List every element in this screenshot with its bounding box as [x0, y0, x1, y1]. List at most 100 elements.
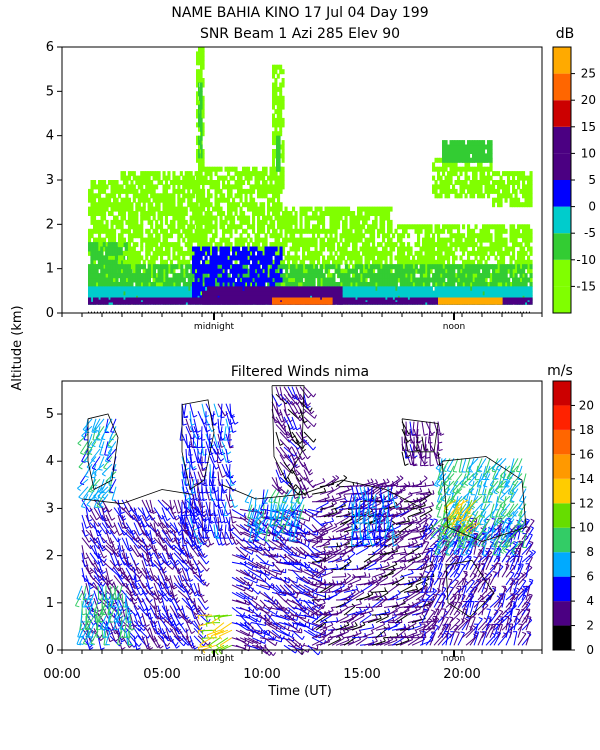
snr-cell — [354, 282, 358, 287]
snr-cell — [517, 228, 521, 234]
snr-cell — [199, 197, 203, 203]
snr-cell — [127, 242, 131, 248]
snr-cell — [234, 193, 238, 199]
snr-cell — [127, 224, 131, 230]
snr-cell — [202, 55, 205, 61]
snr-cell — [467, 188, 471, 194]
snr-cell — [352, 211, 356, 216]
snr-cell — [108, 180, 112, 185]
snr-cell — [110, 277, 113, 283]
snr-cell — [100, 224, 104, 230]
snr-cell — [199, 95, 201, 101]
snr-cell — [276, 117, 280, 123]
snr-cell — [254, 237, 258, 243]
snr-cell — [187, 193, 191, 199]
snr-cell — [88, 242, 91, 248]
snr-cell — [337, 206, 341, 212]
snr-cell — [487, 175, 491, 181]
snr-cell — [145, 282, 149, 287]
snr-cell — [447, 184, 451, 190]
snr-cell — [135, 259, 139, 265]
snr-cell — [439, 255, 443, 261]
snr-cell — [279, 144, 281, 150]
snr-cell — [103, 277, 107, 283]
snr-cell — [504, 188, 508, 194]
snr-cell — [282, 277, 286, 283]
snr-cell — [497, 237, 501, 243]
snr-cell — [152, 273, 156, 279]
snr-cell — [200, 224, 203, 230]
snr-cell — [279, 259, 283, 265]
snr-cell — [364, 242, 368, 248]
snr-cell — [389, 259, 393, 265]
snr-cell — [334, 282, 338, 287]
snr-cell — [527, 246, 531, 252]
snr-cell — [412, 282, 416, 287]
snr-cell — [204, 202, 208, 208]
snr-cell — [507, 246, 511, 252]
snr-cell — [194, 237, 198, 243]
snr-cell — [307, 219, 311, 225]
snr-cell — [155, 233, 159, 239]
snr-cell — [205, 273, 209, 279]
snr-cell — [364, 259, 368, 265]
snr-cell — [125, 202, 129, 208]
snr-cell — [507, 184, 511, 190]
snr-cell — [422, 268, 426, 274]
snr-cell — [427, 255, 431, 261]
snr-cell — [372, 237, 376, 243]
snr-cell — [352, 277, 356, 283]
snr-cell — [287, 273, 291, 279]
snr-cell — [239, 219, 243, 225]
snr-cell — [467, 264, 471, 270]
snr-cell — [289, 219, 293, 225]
snr-cell — [108, 282, 112, 287]
snr-cell — [187, 228, 191, 234]
snr-region — [276, 135, 281, 172]
snr-cell — [284, 211, 288, 216]
snr-cell — [137, 273, 141, 279]
snr-cell — [382, 233, 386, 239]
snr-cell — [457, 157, 461, 163]
snr-cell — [512, 202, 516, 208]
snr-cell — [332, 273, 336, 279]
snr-cell — [232, 166, 236, 172]
snr-cell — [232, 197, 236, 203]
snr-cell — [272, 211, 276, 216]
snr-cell — [198, 171, 201, 177]
snr-cell — [130, 171, 134, 177]
snr-cell — [362, 242, 366, 248]
snr-cell — [457, 233, 461, 239]
snr-cell — [337, 264, 341, 270]
snr-cell — [479, 242, 483, 248]
snr-cell — [113, 202, 117, 208]
snr-cell — [209, 171, 213, 177]
snr-cell — [201, 126, 203, 132]
snr-cell — [292, 259, 296, 265]
snr-cell — [197, 175, 201, 181]
snr-cell — [189, 171, 193, 177]
snr-cell — [127, 202, 131, 208]
snr-cell — [114, 250, 118, 256]
snr-cell — [150, 219, 154, 225]
snr-cell — [434, 180, 438, 185]
snr-cell — [517, 242, 521, 248]
snr-cell — [512, 224, 516, 230]
snr-cell — [234, 206, 238, 212]
snr-cell — [294, 264, 298, 270]
snr-cell — [142, 197, 146, 203]
snr-cell — [197, 193, 201, 199]
snr-cell — [187, 197, 191, 203]
snr-cell — [202, 215, 206, 221]
snr-cell — [300, 268, 304, 274]
snr-cell — [427, 224, 431, 230]
snr-cell — [457, 237, 461, 243]
snr-cell — [377, 255, 381, 261]
snr-cell — [172, 228, 176, 234]
snr-cell — [379, 211, 383, 216]
snr-cell — [160, 242, 164, 248]
snr-cell — [457, 277, 461, 283]
snr-cell — [337, 273, 341, 279]
snr-cell — [122, 215, 126, 221]
snr-cell — [172, 193, 176, 199]
